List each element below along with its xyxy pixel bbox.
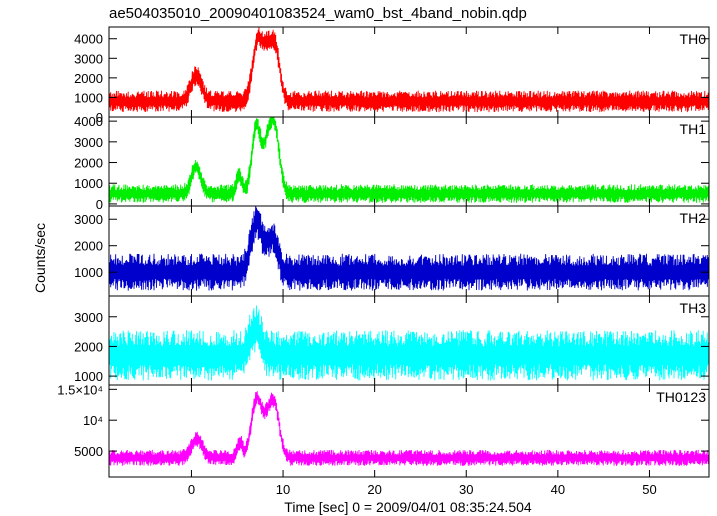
panel-th2: 1000 2000 3000 TH2 [74,205,710,297]
x-axis-ticks: 0 10 20 30 40 50 [188,482,657,497]
panel-label: TH2 [680,210,707,226]
y-tick-label: 1000 [74,369,103,384]
y-tick-label: 2000 [74,156,103,171]
series-th2 [108,205,710,291]
x-tick-label: 10 [276,482,290,497]
y-tick-label: 0 [96,197,103,212]
y-tick-label: 10⁴ [83,413,103,428]
x-tick-label: 50 [642,482,656,497]
y-tick-label: 2000 [74,71,103,86]
chart-panels: 0 1000 2000 3000 4000 TH0 0 1000 2000 3000 4000 TH1… [57,26,710,478]
panel-th0123: 5000 10⁴ 1.5×10⁴ TH0123 [57,382,710,478]
panel-th0: 0 1000 2000 3000 4000 TH0 [74,26,710,125]
y-tick-label: 1000 [74,265,103,280]
y-tick-label: 0 [96,110,103,125]
x-axis-label: Time [sec] 0 = 2009/04/01 08:35:24.504 [284,499,532,515]
panel-th3: 1000 2000 3000 TH3 [74,295,710,386]
panel-label: TH0123 [656,389,706,405]
x-tick-label: 30 [459,482,473,497]
y-tick-label: 4000 [74,32,103,47]
y-tick-label: 5000 [74,444,103,459]
y-tick-label: 1.5×10⁴ [57,382,103,397]
x-tick-label: 40 [551,482,565,497]
series-th0123 [108,391,710,466]
chart-title: ae504035010_20090401083524_wam0_bst_4ban… [109,5,527,22]
y-tick-label: 2000 [74,239,103,254]
y-tick-label: 2000 [74,339,103,354]
y-tick-label: 3000 [74,310,103,325]
panel-frame [108,384,710,478]
y-tick-label: 3000 [74,51,103,66]
y-tick-label: 1000 [74,176,103,191]
series-th1 [108,116,710,203]
y-tick-label: 3000 [74,212,103,227]
x-tick-label: 0 [188,482,195,497]
x-tick-label: 20 [367,482,381,497]
panel-th1: 0 1000 2000 3000 4000 TH1 [74,114,710,212]
y-tick-label: 4000 [74,114,103,129]
panel-label: TH1 [680,121,707,137]
y-axis-label: Counts/sec [32,223,48,293]
series-th3 [108,305,710,381]
y-tick-label: 1000 [74,90,103,105]
panel-label: TH3 [680,300,707,316]
panel-label: TH0 [680,31,707,47]
series-th0 [108,27,710,113]
y-tick-label: 3000 [74,135,103,150]
